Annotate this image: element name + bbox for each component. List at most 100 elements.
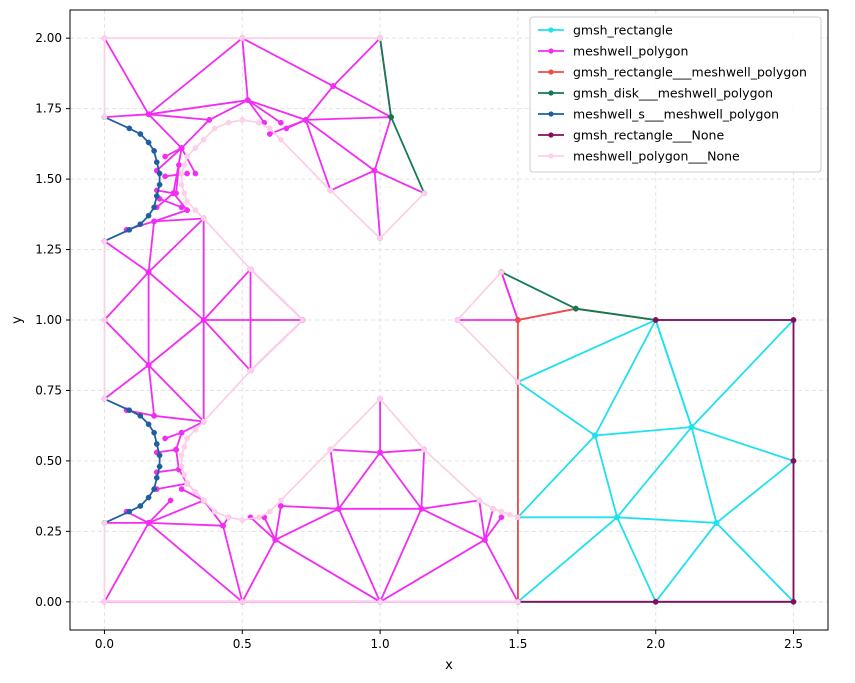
meshwell-polygon-line <box>421 507 486 541</box>
meshwell-polygon-point <box>283 125 290 132</box>
x-tick-label: 1.0 <box>371 637 390 651</box>
meshwell-s-meshwell-polygon-point <box>151 486 157 492</box>
gmsh-rectangle-line <box>595 426 692 437</box>
legend-item-gmsh-rectangle: gmsh_rectangle <box>538 23 673 38</box>
meshwell-polygon-none-point <box>181 190 188 197</box>
meshwell-polygon-none-point <box>247 367 254 374</box>
meshwell-polygon-point <box>481 536 488 543</box>
meshwell-s-meshwell-polygon-point <box>126 508 133 515</box>
gmsh-rectangle-line <box>690 319 795 428</box>
meshwell-polygon-none-point <box>101 238 108 244</box>
meshwell-polygon-none-point <box>515 514 521 521</box>
meshwell-polygon-point <box>498 514 505 521</box>
meshwell-s-meshwell-polygon-point <box>153 441 160 447</box>
gmsh-rectangle-none-point <box>790 458 797 464</box>
gmsh-rectangle-none-point <box>652 317 659 323</box>
meshwell-polygon-line <box>483 508 494 541</box>
meshwell-polygon-none-point <box>181 443 188 450</box>
meshwell-polygon-none-point <box>101 520 108 526</box>
meshwell-polygon-line <box>305 85 334 121</box>
meshwell-polygon-none-point <box>239 517 246 523</box>
meshwell-polygon-line <box>274 505 282 540</box>
meshwell-polygon-line <box>280 505 339 510</box>
meshwell-s-meshwell-polygon-point <box>153 159 160 166</box>
meshwell-polygon-none-point <box>278 497 284 504</box>
meshwell-polygon-none-point <box>225 119 232 126</box>
meshwell-polygon-line <box>332 37 381 87</box>
x-tick-label: 1.5 <box>508 637 527 651</box>
meshwell-polygon-none-point <box>247 266 254 273</box>
meshwell-s-meshwell-polygon-point <box>156 170 163 177</box>
meshwell-polygon-point <box>178 429 185 436</box>
x-axis-label: x <box>445 658 453 673</box>
plot-series <box>101 35 797 605</box>
meshwell-polygon-none-point <box>200 497 207 504</box>
meshwell-polygon-none-point <box>192 489 199 495</box>
gmsh-disk-meshwell-polygon-point <box>388 114 394 120</box>
meshwell-s-meshwell-polygon-point <box>126 226 133 233</box>
meshwell-polygon-line <box>222 525 244 603</box>
meshwell-polygon-none-point <box>200 136 207 143</box>
meshwell-s-meshwell-polygon-point <box>145 421 152 428</box>
meshwell-polygon-none-point <box>101 598 108 605</box>
gmsh-rectangle-line <box>654 319 693 428</box>
meshwell-polygon-none-line <box>103 37 381 118</box>
meshwell-polygon-line <box>241 37 334 87</box>
gmsh-rectangle-line <box>594 319 657 436</box>
meshwell-polygon-point <box>145 520 152 526</box>
meshwell-polygon-none-line <box>180 119 519 521</box>
legend-swatch-marker <box>548 69 554 75</box>
meshwell-polygon-line <box>164 431 182 440</box>
meshwell-polygon-point <box>178 204 185 211</box>
meshwell-s-meshwell-polygon-point <box>126 407 133 414</box>
meshwell-polygon-line <box>147 364 205 423</box>
meshwell-polygon-line <box>421 499 480 510</box>
gmsh-rectangle-none-line <box>517 319 795 603</box>
meshwell-polygon-point <box>200 317 207 323</box>
legend-item-gmsh-disk-meshwell-polygon: gmsh_disk___meshwell_polygon <box>538 86 773 101</box>
meshwell-polygon-line <box>286 119 307 130</box>
meshwell-polygon-line <box>305 119 376 172</box>
meshwell-polygon-point <box>184 207 190 213</box>
meshwell-polygon-point <box>151 218 157 225</box>
meshwell-polygon-line <box>147 221 155 273</box>
meshwell-polygon-line <box>247 99 266 124</box>
meshwell-polygon-line <box>274 539 381 603</box>
gmsh-rectangle-point <box>688 424 695 430</box>
meshwell-polygon-none-point <box>178 170 185 177</box>
meshwell-polygon-none-point <box>178 463 185 470</box>
gmsh-rectangle-line <box>715 460 795 524</box>
gmsh-rectangle-line <box>691 426 794 462</box>
meshwell-polygon-point <box>167 497 174 504</box>
meshwell-polygon-line <box>379 539 486 603</box>
meshwell-s-meshwell-polygon-point <box>145 494 152 501</box>
meshwell-polygon-line <box>181 488 205 502</box>
meshwell-polygon-line <box>148 499 205 524</box>
meshwell-polygon-line <box>180 119 210 149</box>
legend-swatch-marker <box>548 27 554 33</box>
meshwell-polygon-line <box>332 85 392 118</box>
meshwell-polygon-line <box>147 217 205 273</box>
meshwell-polygon-line <box>103 364 150 400</box>
series-gmsh-rectangle-none <box>515 317 797 605</box>
meshwell-polygon-none-point <box>515 598 521 605</box>
meshwell-polygon-none-point <box>211 508 218 515</box>
meshwell-polygon-none-point <box>515 379 521 385</box>
meshwell-polygon-line <box>373 116 392 171</box>
meshwell-polygon-line <box>153 209 188 223</box>
meshwell-polygon-none-point <box>498 508 505 515</box>
legend-swatch-marker <box>548 90 554 96</box>
meshwell-polygon-none-point <box>300 317 306 323</box>
meshwell-polygon-point <box>244 97 251 104</box>
meshwell-polygon-none-point <box>377 598 383 605</box>
meshwell-polygon-line <box>484 539 519 603</box>
legend-label: gmsh_rectangle___meshwell_polygon <box>573 65 807 80</box>
x-tick-label: 0.0 <box>95 637 114 651</box>
gmsh-rectangle-none-point <box>790 317 797 323</box>
series-meshwell-polygon-none <box>101 35 521 605</box>
meshwell-polygon-point <box>192 170 199 177</box>
meshwell-polygon-none-line <box>103 522 518 603</box>
meshwell-polygon-none-point <box>101 396 108 402</box>
meshwell-s-meshwell-polygon-point <box>151 148 157 154</box>
meshwell-polygon-line <box>500 271 519 321</box>
